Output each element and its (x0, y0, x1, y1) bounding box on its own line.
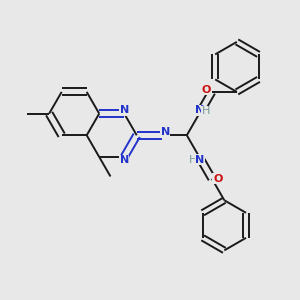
Text: N: N (120, 105, 129, 115)
Text: H: H (202, 106, 210, 116)
Text: N: N (195, 155, 205, 165)
Text: H: H (189, 155, 198, 165)
Text: O: O (213, 174, 222, 184)
Text: N: N (120, 155, 129, 166)
Text: N: N (161, 127, 170, 137)
Text: O: O (201, 85, 211, 94)
Text: N: N (195, 105, 204, 115)
